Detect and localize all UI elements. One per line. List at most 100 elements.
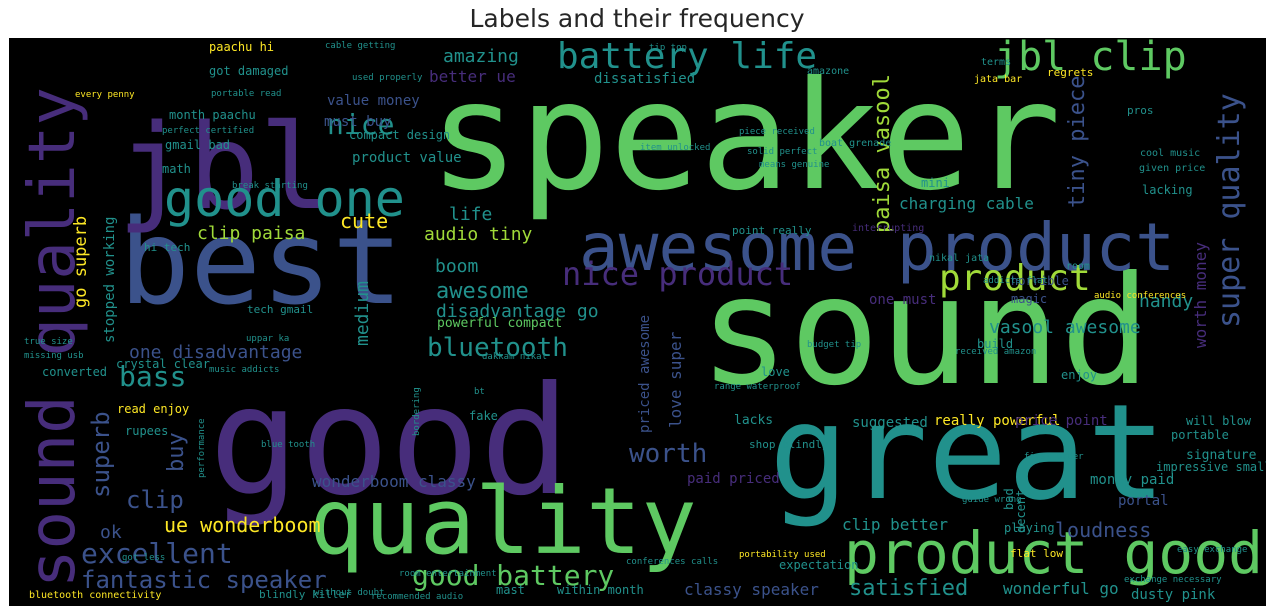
word-life: life xyxy=(449,204,492,225)
word-portable-read: portable read xyxy=(211,89,281,99)
word-cable-getting: cable getting xyxy=(325,41,395,51)
word-enjoy: enjoy xyxy=(1061,368,1097,382)
word-impressive-small: impressive small xyxy=(1156,460,1266,474)
word-cloud: speaker sound good best great jbl quality sound… xyxy=(9,38,1266,606)
word-awesome-product: awesome product xyxy=(579,209,1175,286)
word-mini: mini xyxy=(921,176,950,190)
word-wonderful-go: wonderful go xyxy=(1003,579,1119,598)
word-every-penny: every penny xyxy=(75,90,135,100)
word-shop-blindly: shop blindly xyxy=(749,438,829,451)
word-will-blow: will blow xyxy=(1186,414,1252,428)
word-product-value: product value xyxy=(352,150,462,166)
word-speaker: speaker xyxy=(429,50,1061,224)
word-medium: medium xyxy=(352,281,373,346)
word-rupees: rupees xyxy=(125,424,168,438)
word-price-point: price point xyxy=(1015,413,1108,429)
word-tip-top: tip top xyxy=(649,43,687,53)
word-classy-speaker: classy speaker xyxy=(684,580,819,599)
word-value-money: value money xyxy=(327,93,420,109)
word-music-addicts: music addicts xyxy=(209,365,279,375)
word-boat-grenade: boat grenade xyxy=(819,138,891,149)
word-nikal-jata: nikal jata xyxy=(929,253,989,264)
word-range-waterproof: range waterproof xyxy=(714,382,801,392)
word-bad: bad xyxy=(1002,488,1016,510)
word-expectation: expectation xyxy=(779,558,858,572)
word-blue-tooth: blue tooth xyxy=(261,440,315,450)
word-got-less: got less xyxy=(122,553,165,563)
word-audio-conferences: audio conferences xyxy=(1094,291,1186,301)
word-good-battery: good battery xyxy=(412,559,614,592)
word-portability-used: portability used xyxy=(739,550,826,560)
word-read-enjoy: read enjoy xyxy=(117,402,189,416)
word-addicts-flat: addicts flat xyxy=(983,276,1048,286)
word-given-price: given price xyxy=(1139,163,1205,174)
word-piece-received: piece received xyxy=(739,127,815,137)
word-nice: nice xyxy=(327,108,394,141)
word-horrible: horrible xyxy=(1011,274,1069,288)
word-paisa-vasool: paisa vasool xyxy=(870,74,895,233)
word-uppar-ka: uppar ka xyxy=(246,334,289,344)
word-signature: signature xyxy=(1186,448,1257,463)
word-decent: decent xyxy=(1014,490,1028,533)
word-go-superb: go superb xyxy=(71,216,91,308)
word-cool-music: cool music xyxy=(1140,148,1200,159)
word-sound: sound xyxy=(699,245,1151,419)
word-regrets: regrets xyxy=(1047,66,1093,79)
word-hi-tech: hi tech xyxy=(144,241,190,254)
word-one-disadvantage: one disadvantage xyxy=(129,342,302,363)
word-without-doubt: without doubt xyxy=(314,588,384,598)
word-amazone: amazone xyxy=(807,66,849,77)
word-paachu-hi: paachu hi xyxy=(209,40,274,54)
word-perfect-certified: perfect certified xyxy=(162,126,254,136)
word-mast: mast xyxy=(496,583,525,597)
word-room: room xyxy=(1066,261,1090,272)
word-playing: playing xyxy=(1004,521,1055,535)
word-buy: buy xyxy=(164,432,189,472)
word-superb: superb xyxy=(87,411,115,498)
word-cute: cute xyxy=(340,209,388,233)
word-priced-awesome: priced awesome xyxy=(637,315,653,433)
word-exchange-necessary: exchange necessary xyxy=(1124,575,1222,585)
word-love-super: love super xyxy=(666,331,685,428)
word-jata-bar: jata bar xyxy=(974,74,1022,85)
word-fantastic-speaker: fantastic speaker xyxy=(81,566,327,594)
word-gmail-bad: gmail bad xyxy=(165,138,230,152)
word-tiny-piece: tiny piece xyxy=(1065,76,1090,208)
word-great: great xyxy=(769,376,1166,530)
word-jbl-clip: jbl clip xyxy=(994,38,1187,80)
word-performance: performance xyxy=(197,418,207,478)
word-dusty-pink: dusty pink xyxy=(1131,587,1216,603)
word-clip: clip xyxy=(126,486,184,514)
word-one-must: one must xyxy=(869,292,936,308)
word-satisfied: satisfied xyxy=(849,576,968,601)
word-audio-tiny: audio tiny xyxy=(424,224,533,245)
word-terms: terms xyxy=(981,57,1011,68)
word-bluetooth-connectivity: bluetooth connectivity xyxy=(29,590,161,601)
word-interrupting: interrupting xyxy=(852,223,924,234)
word-good: good xyxy=(209,355,570,529)
word-break-starting: break starting xyxy=(232,181,308,191)
word-room-entertainment: room entertainment xyxy=(399,569,497,579)
word-dakkam-nikal: dakkam nikal xyxy=(482,352,547,362)
word-first-order: first order xyxy=(1024,452,1084,462)
word-recommended-audio: recommended audio xyxy=(371,592,463,602)
word-fake: fake xyxy=(469,409,498,423)
word-build: build xyxy=(977,337,1013,351)
word-best: best xyxy=(119,193,403,331)
word-item-unlocked: item unlocked xyxy=(640,143,710,153)
word-ok: ok xyxy=(100,522,122,543)
word-lacking: lacking xyxy=(1142,183,1193,197)
word-powerful-compact: powerful compact xyxy=(437,316,562,331)
word-jbl: jbl xyxy=(117,98,330,236)
word-crystal-clear: crystal clear xyxy=(116,357,210,371)
word-month-paachu: month paachu xyxy=(169,108,256,122)
word-sound-quality: sound quality xyxy=(16,87,90,588)
word-got-damaged: got damaged xyxy=(209,64,288,78)
word-compact-design: compact design xyxy=(349,128,450,142)
word-charging-cable: charging cable xyxy=(899,194,1034,213)
word-clip-paisa: clip paisa xyxy=(197,223,305,244)
word-flat-low: flat low xyxy=(1010,547,1063,560)
word-converted: converted xyxy=(42,365,107,379)
word-true-size: true size xyxy=(24,337,73,347)
word-math: math xyxy=(162,162,191,176)
